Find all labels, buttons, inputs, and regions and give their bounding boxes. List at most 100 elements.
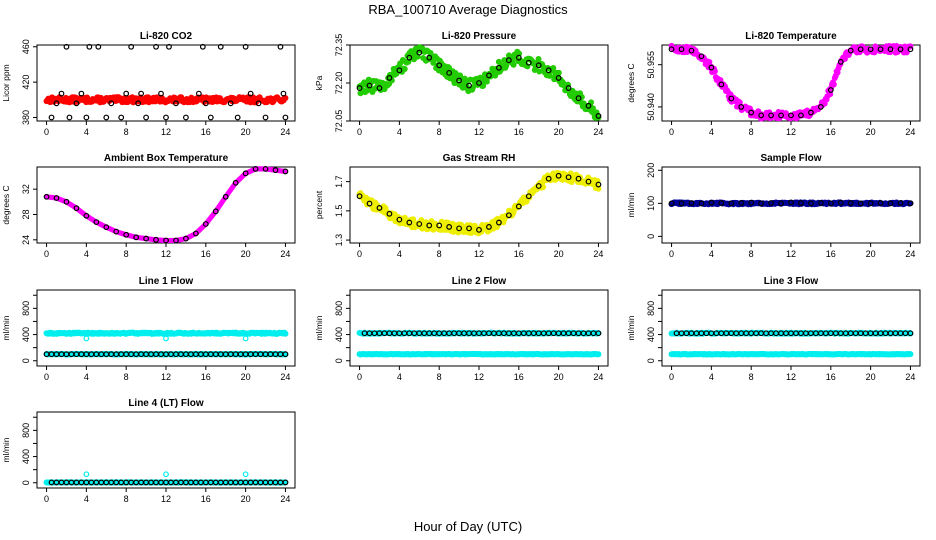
avg-point (242, 471, 249, 478)
raw-point (540, 184, 547, 191)
x-tick-label: 8 (124, 494, 129, 504)
avg-point (585, 102, 592, 109)
series-avg (361, 330, 602, 337)
avg-point (496, 64, 502, 71)
y-tick-label: 380 (21, 110, 31, 125)
x-tick-label: 8 (437, 372, 442, 382)
x-tick-label: 8 (749, 249, 754, 259)
x-tick-label: 4 (84, 249, 89, 259)
avg-point (585, 178, 592, 185)
panel-co2: Li-820 CO2 Licor ppm 0 4 8 12 16 20 24 380 420 460 (1, 31, 296, 137)
y-tick-label: 72.05 (334, 110, 344, 133)
x-tick-label: 20 (866, 249, 876, 259)
avg-point (505, 57, 512, 64)
avg-point (63, 198, 70, 205)
panel-rh: Gas Stream RH percent 0 4 8 12 16 20 24 1.3 1.5 1.7 (314, 153, 609, 259)
avg-point (376, 205, 383, 211)
raw-point (736, 99, 743, 106)
avg-point (163, 471, 169, 478)
raw-point (510, 61, 517, 68)
avg-point (262, 165, 269, 172)
x-tick-label: 0 (44, 372, 49, 382)
x-tick-label: 12 (474, 249, 484, 259)
avg-point (897, 46, 904, 53)
y-tick-label: 200 (646, 163, 656, 178)
avg-point (595, 113, 602, 119)
y-tick-label: 0 (21, 358, 31, 363)
avg-point (698, 53, 705, 60)
avg-point (426, 222, 433, 229)
x-tick-label: 20 (241, 127, 251, 137)
raw-point (536, 68, 543, 75)
x-tick-label: 16 (514, 127, 524, 137)
avg-point (678, 200, 685, 207)
avg-point (847, 200, 854, 206)
avg-point (505, 212, 512, 219)
avg-point (748, 199, 755, 206)
x-tick-label: 24 (280, 494, 290, 504)
avg-point (153, 43, 159, 50)
avg-point (158, 90, 164, 97)
y-tick-label: 800 (334, 301, 344, 316)
avg-point (135, 100, 142, 107)
avg-point (247, 90, 254, 97)
avg-point (242, 335, 249, 342)
avg-point (53, 100, 60, 107)
avg-point (698, 200, 705, 207)
avg-point (173, 100, 179, 107)
x-tick-label: 20 (866, 127, 876, 137)
y-axis-label: Licor ppm (1, 64, 11, 101)
x-tick-label: 16 (201, 249, 211, 259)
y-tick-label: 420 (21, 75, 31, 90)
avg-point (565, 85, 572, 91)
raw-point (401, 66, 408, 73)
avg-point (446, 224, 453, 230)
avg-point (222, 193, 229, 200)
raw-point (451, 80, 458, 87)
y-axis-label: degrees C (626, 63, 636, 102)
x-tick-label: 24 (280, 372, 290, 382)
y-axis-label: degrees C (1, 185, 11, 224)
panel-title: Li-820 Pressure (442, 31, 517, 42)
x-tick-label: 8 (124, 372, 129, 382)
avg-point (396, 67, 403, 74)
y-tick-label: 0 (334, 358, 344, 363)
avg-point (252, 165, 259, 172)
avg-point (817, 104, 824, 110)
avg-point (515, 54, 522, 61)
x-tick-label: 12 (786, 127, 796, 137)
avg-point (436, 222, 443, 229)
avg-point (123, 90, 130, 97)
avg-point (262, 114, 269, 121)
avg-point (143, 114, 149, 121)
avg-point (113, 228, 120, 235)
avg-point (396, 216, 403, 223)
avg-point (738, 104, 745, 110)
y-tick-label: 72.20 (334, 72, 344, 95)
avg-point (857, 46, 864, 53)
avg-point (83, 335, 90, 342)
x-tick-label: 24 (593, 249, 603, 259)
raw-point (578, 94, 585, 101)
avg-point (466, 82, 472, 89)
avg-point (515, 203, 522, 210)
avg-point (678, 46, 685, 53)
avg-point (66, 114, 73, 121)
panel-line2: Line 2 Flow ml/min 0 4 8 12 16 20 24 0 400 800 (314, 276, 609, 382)
avg-point (53, 195, 60, 201)
avg-point (808, 200, 814, 207)
avg-point (768, 112, 774, 119)
avg-point (138, 90, 145, 97)
x-tick-label: 20 (554, 127, 564, 137)
avg-point (48, 114, 55, 121)
avg-point (817, 200, 824, 206)
x-tick-label: 0 (357, 127, 362, 137)
avg-point (163, 335, 169, 342)
raw-point (588, 99, 595, 106)
panel-sample: Sample Flow ml/min 0 4 8 12 16 20 24 0 100 200 (626, 153, 921, 259)
avg-point (907, 46, 914, 53)
y-axis-label: ml/min (314, 315, 324, 340)
avg-point (366, 200, 373, 207)
avg-point (83, 114, 90, 121)
avg-point (555, 172, 562, 179)
